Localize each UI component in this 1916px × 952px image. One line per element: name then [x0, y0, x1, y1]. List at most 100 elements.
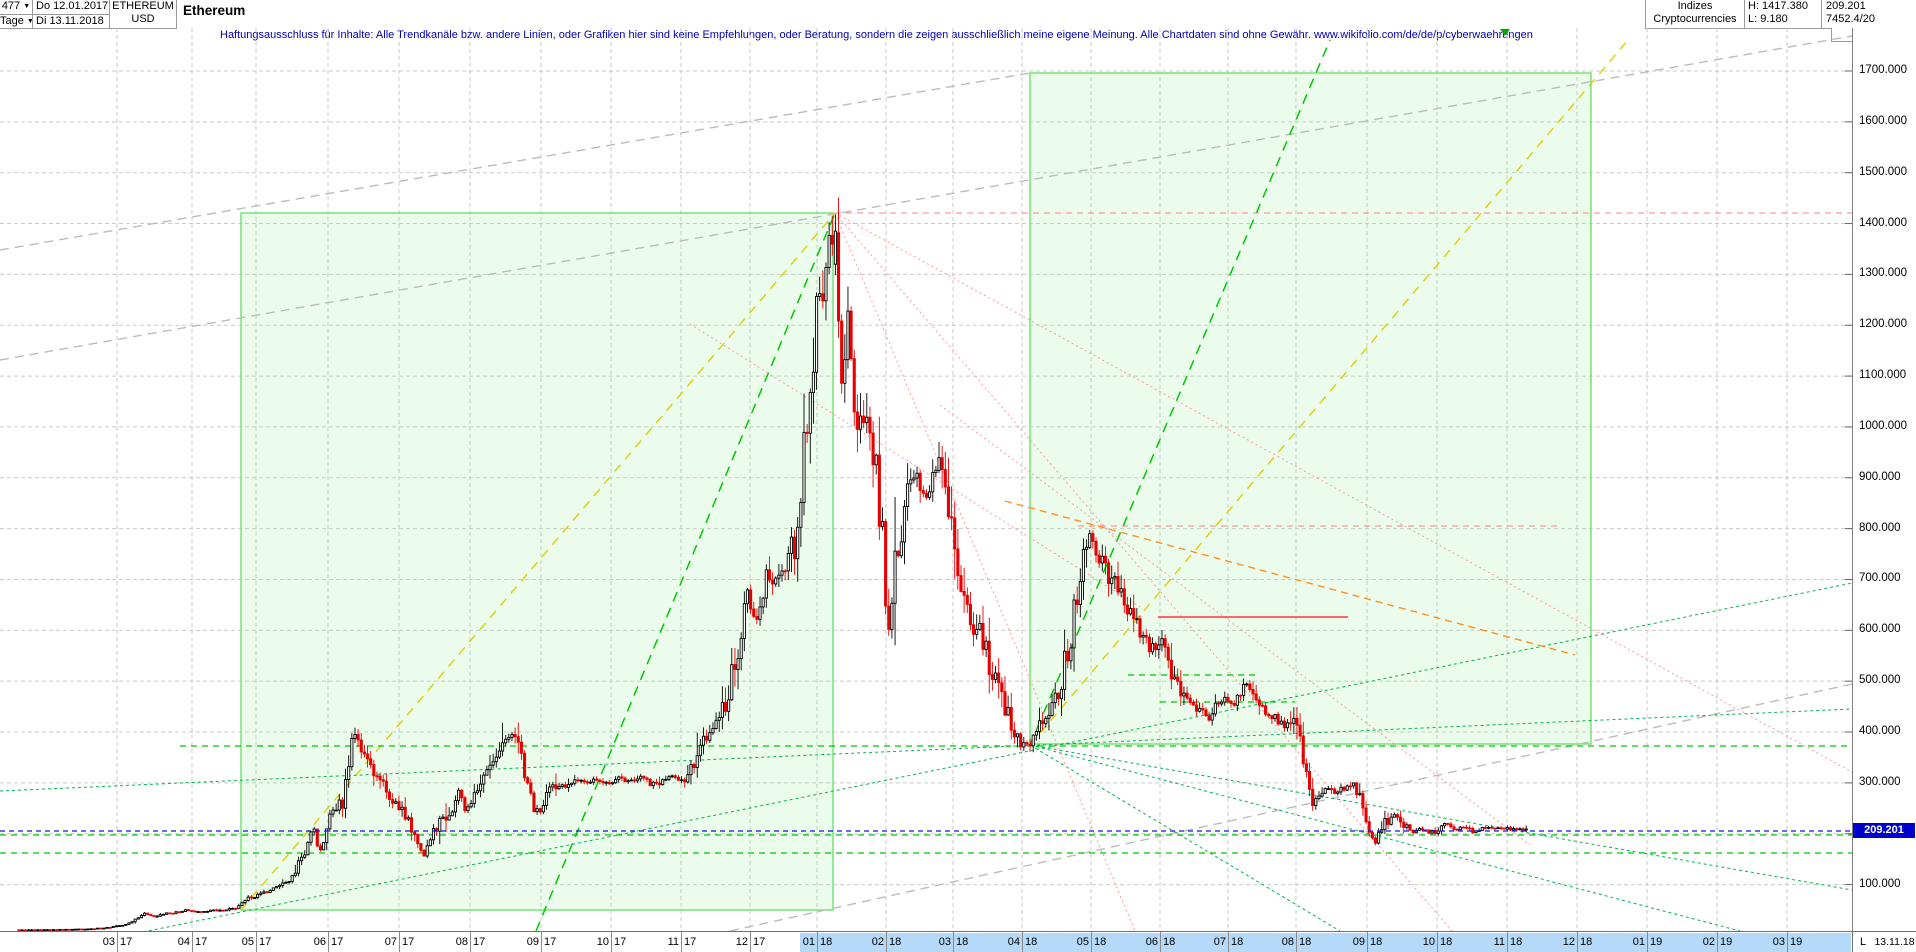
month-tick: [1296, 932, 1297, 952]
month-tick: [541, 932, 542, 952]
year-label: 18: [1094, 936, 1107, 948]
month-tick: [399, 932, 400, 952]
month-tick: [256, 932, 257, 952]
price-axis-label: 1100.000: [1859, 369, 1907, 382]
price-axis-label: 1600.000: [1859, 114, 1907, 127]
plot-area: [0, 28, 1852, 931]
month-tick: [1577, 932, 1578, 952]
price-axis-label: 1000.000: [1859, 419, 1907, 432]
price-axis-label: 1500.000: [1859, 165, 1907, 178]
price-axis-label: 500.000: [1859, 674, 1901, 687]
month-label: 05: [1076, 936, 1089, 948]
year-label: 19: [1720, 936, 1733, 948]
trend-box-2018: [1029, 72, 1592, 745]
year-label: 17: [120, 936, 133, 948]
month-label: 02: [871, 936, 884, 948]
month-label: 05: [241, 936, 254, 948]
price-axis: 100.000200.000300.000400.000500.000600.0…: [1852, 28, 1916, 931]
price-axis-label: 100.000: [1859, 877, 1901, 890]
month-label: 08: [455, 936, 468, 948]
chevron-down-icon: ▼: [27, 18, 32, 25]
page-title: Ethereum: [183, 3, 246, 18]
month-label: 10: [596, 936, 609, 948]
price-axis-label: 700.000: [1859, 572, 1901, 585]
gray-channel-lower: [729, 683, 1852, 931]
group-line1: Indizes: [1677, 0, 1713, 12]
symbol-cell: ETHEREUM USD: [110, 0, 177, 29]
month-label: 11: [667, 936, 679, 948]
year-label: 19: [1650, 936, 1663, 948]
group-line2: Cryptocurrencies: [1653, 13, 1737, 25]
month-tick: [1437, 932, 1438, 952]
year-label: 18: [820, 936, 833, 948]
green-trend-2017: [535, 212, 836, 931]
month-tick: [611, 932, 612, 952]
symbol-name: ETHEREUM: [112, 0, 174, 12]
month-tick: [1160, 932, 1161, 952]
month-label: 02: [1702, 936, 1715, 948]
red-ray-inner: [689, 323, 1141, 608]
month-tick: [817, 932, 818, 952]
year-label: 18: [1299, 936, 1312, 948]
month-label: 09: [526, 936, 539, 948]
month-label: 12: [1562, 936, 1575, 948]
yellow-trend-2018: [1029, 39, 1629, 746]
month-label: 08: [1281, 936, 1294, 948]
year-label: 17: [259, 936, 272, 948]
price-axis-label: 900.000: [1859, 470, 1901, 483]
red-ray-shallow: [834, 212, 1852, 773]
month-label: 03: [1772, 936, 1785, 948]
year-label: 18: [889, 936, 902, 948]
month-label: 09: [1352, 936, 1365, 948]
month-label: 06: [1145, 936, 1158, 948]
year-label: 17: [614, 936, 627, 948]
gridlines: [0, 28, 1852, 931]
candlestick-series: [17, 197, 1528, 931]
year-label: 17: [753, 936, 766, 948]
date-to[interactable]: Di 13.11.2018: [33, 15, 110, 29]
group-cell[interactable]: Indizes Cryptocurrencies: [1645, 0, 1745, 29]
green-fan-down-3: [1029, 744, 1341, 931]
bars-count-dropdown[interactable]: 477 ▼: [0, 0, 33, 15]
month-label: 01: [802, 936, 815, 948]
month-tick: [1367, 932, 1368, 952]
price-axis-label: 800.000: [1859, 521, 1901, 534]
year-label: 18: [1231, 936, 1244, 948]
high-value: H: 1417.380: [1748, 0, 1808, 12]
orange-trend: [1004, 500, 1576, 656]
price-axis-label: 1700.000: [1859, 64, 1907, 76]
yellow-trend-2017: [240, 212, 836, 911]
month-tick: [192, 932, 193, 952]
month-tick: [886, 932, 887, 952]
last-bar-flag: L: [1852, 932, 1874, 952]
green-fan-flat: [0, 708, 1852, 792]
price-axis-label: 1200.000: [1859, 318, 1907, 331]
year-label: 17: [195, 936, 208, 948]
month-tick: [681, 932, 682, 952]
year-2018-highlight: [800, 933, 1851, 952]
period-value: Tage: [0, 15, 24, 27]
year-label: 18: [1025, 936, 1038, 948]
date-from[interactable]: Do 12.01.2017: [33, 0, 110, 15]
month-tick: [1507, 932, 1508, 952]
price-axis-label: 300.000: [1859, 775, 1901, 788]
green-fan-down-2: [1029, 744, 1741, 931]
month-label: 04: [177, 936, 190, 948]
month-tick: [1022, 932, 1023, 952]
month-tick: [1787, 932, 1788, 952]
current-date-marker: [1500, 29, 1510, 36]
month-tick: [750, 932, 751, 952]
month-tick: [1647, 932, 1648, 952]
month-label: 03: [102, 936, 115, 948]
time-axis: 03 17 04 17 05 17 06 17 07 17 08 17 09 17 10 17 11 17 12 17…: [0, 931, 1916, 952]
last-bar-date: 13.11.18: [1873, 932, 1916, 952]
price-axis-label: 600.000: [1859, 623, 1901, 636]
high-low-cell: H: 1417.380 L: 9.180: [1745, 0, 1822, 29]
year-label: 17: [544, 936, 557, 948]
period-dropdown[interactable]: Tage ▼: [0, 15, 33, 29]
month-label: 07: [384, 936, 397, 948]
price-axis-label: 1400.000: [1859, 216, 1907, 229]
month-label: 01: [1632, 936, 1645, 948]
year-label: 17: [473, 936, 486, 948]
